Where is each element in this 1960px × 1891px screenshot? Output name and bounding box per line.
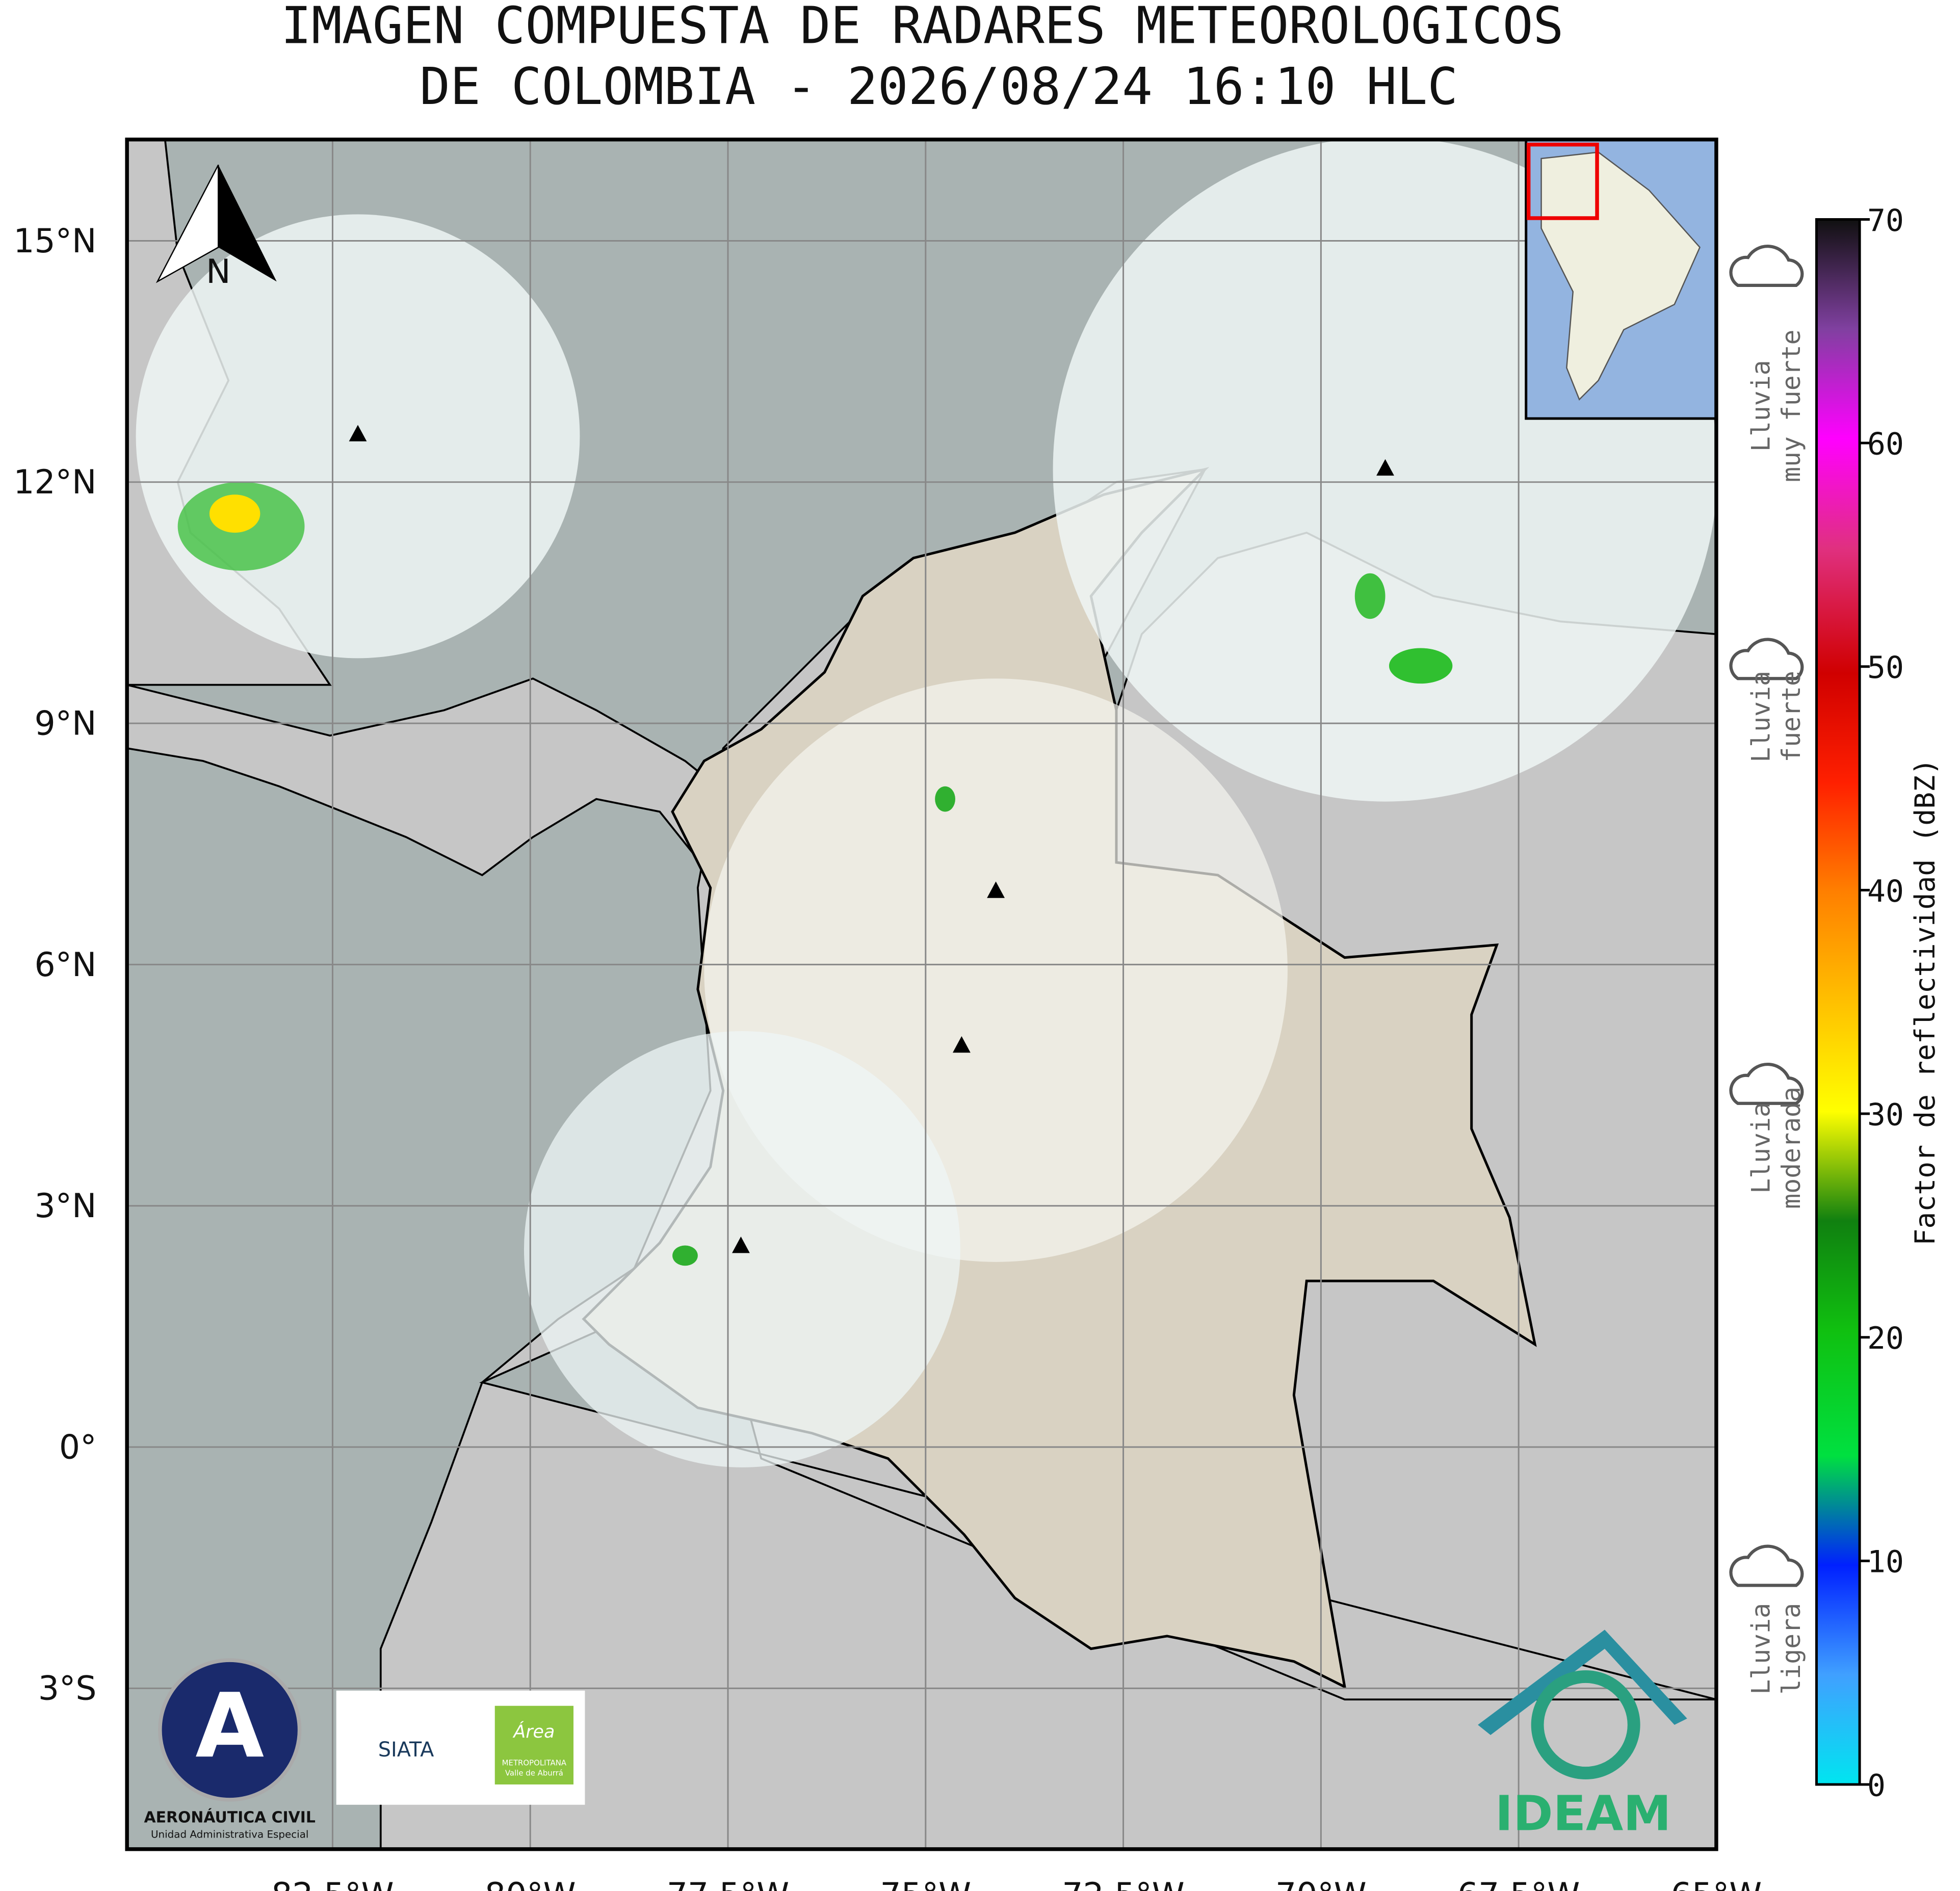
lon-tick-label: 65°W: [1671, 1876, 1762, 1891]
lon-tick-label: 77.5°W: [667, 1876, 789, 1891]
ideam-logo: [1478, 1630, 1687, 1735]
colorbar: [1815, 218, 1861, 1786]
rain-level-label: Lluvia: [1746, 671, 1775, 763]
lon-tick-label: 70°W: [1275, 1876, 1367, 1891]
logo-text: IDEAM: [1495, 1786, 1671, 1842]
area-logo: [494, 1705, 574, 1784]
rain-level-label: Lluvia: [1746, 1603, 1775, 1695]
rain-icon: [1729, 638, 1804, 680]
map-frame: [125, 137, 1718, 1851]
lat-tick-label: 3°N: [35, 1187, 97, 1225]
lat-tick-label: 15°N: [13, 222, 96, 260]
lat-tick-label: 12°N: [13, 463, 96, 502]
rain-level-label: moderada: [1776, 1087, 1806, 1209]
map-area: N A AERONÁUTICA CIVIL Unidad Administrat…: [127, 139, 1716, 1849]
title-line: IMAGEN COMPUESTA DE RADARES METEOROLOGIC…: [281, 0, 1563, 56]
aerocivil-logo: A: [195, 1674, 264, 1778]
lon-tick-label: 75°W: [880, 1876, 971, 1891]
rain-level-label: muy fuerte: [1776, 329, 1806, 482]
lon-tick-label: 67.5°W: [1457, 1876, 1580, 1891]
lon-tick-label: 72.5°W: [1062, 1876, 1184, 1891]
logo-text: Área: [512, 1721, 555, 1742]
lon-tick-label: 80°W: [485, 1876, 576, 1891]
radar-echo: [209, 494, 260, 533]
colorbar-tick-label: 50: [1867, 650, 1904, 686]
logo-text: AERONÁUTICA CIVIL: [144, 1808, 316, 1827]
radar-echo: [672, 1245, 698, 1266]
rain-level-label: ligera: [1776, 1603, 1806, 1695]
colorbar-tick-label: 40: [1867, 874, 1904, 909]
rain-icon: [1729, 1544, 1804, 1587]
lat-tick-label: 3°S: [38, 1670, 97, 1708]
colorbar-tick-label: 20: [1867, 1321, 1904, 1356]
radar-echo: [935, 786, 955, 812]
title-line: DE COLOMBIA - 2026/08/24 16:10 HLC: [420, 58, 1458, 116]
logo-text: Unidad Administrativa Especial: [151, 1828, 308, 1840]
colorbar-tick-label: 10: [1867, 1545, 1904, 1580]
colorbar-tick-label: 0: [1867, 1768, 1886, 1803]
rain-icon: [1729, 245, 1804, 287]
colorbar-label: Factor de reflectividad (dBZ): [1909, 758, 1941, 1246]
inset-continent: [1540, 151, 1701, 401]
colorbar-tick-label: 30: [1867, 1097, 1904, 1133]
north-arrow: [155, 164, 219, 283]
rain-level-label: Lluvia: [1746, 360, 1775, 452]
lat-tick-label: 0°: [59, 1428, 96, 1466]
lat-tick-label: 9°N: [35, 705, 97, 743]
radar-echo: [1354, 573, 1386, 619]
aerocivil-logo: [158, 1658, 302, 1802]
logo-text: Valle de Aburrá: [505, 1769, 563, 1778]
panama: [127, 677, 763, 889]
rain-level-label: Lluvia: [1746, 1102, 1775, 1194]
lon-tick-label: 82.5°W: [271, 1876, 394, 1891]
lat-tick-label: 6°N: [35, 946, 97, 984]
colorbar-tick-label: 60: [1867, 427, 1904, 462]
inset-highlight: [1526, 142, 1599, 220]
radar-echo: [1389, 648, 1453, 684]
ideam-logo: [1531, 1670, 1640, 1780]
north-label: N: [206, 253, 230, 291]
rain-icon: [1729, 1063, 1804, 1105]
rain-level-label: fuerte: [1776, 671, 1806, 763]
grid: [127, 139, 1716, 1849]
logo-text: METROPOLITANA: [502, 1758, 567, 1768]
colorbar-tick-label: 70: [1867, 203, 1904, 239]
logo-text: SIATA: [378, 1738, 434, 1762]
